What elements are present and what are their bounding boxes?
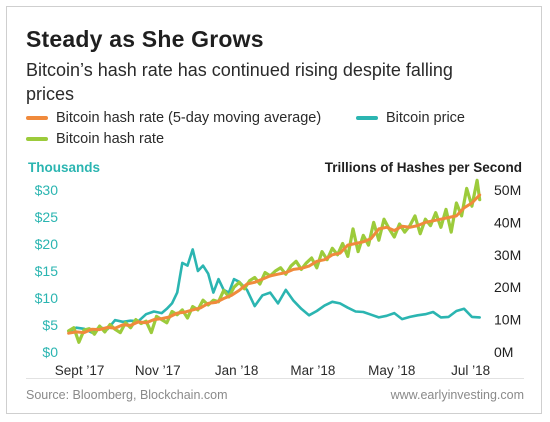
left-axis-tick-label: $10 [35,290,59,306]
right-axis-title: Trillions of Hashes per Second [324,160,522,175]
legend-label-price: Bitcoin price [386,110,465,126]
x-axis-tick-label: Nov ’17 [135,363,181,378]
right-axis-tick-label: 50M [494,182,521,198]
left-axis-tick-label: $15 [35,263,59,279]
website-note: www.earlyinvesting.com [390,388,524,402]
x-axis-tick-label: May ’18 [368,363,415,378]
left-axis-tick-label: $5 [42,317,58,333]
left-axis-tick-label: $20 [35,236,59,252]
right-axis-tick-label: 30M [494,247,521,263]
right-axis-tick-label: 0M [494,344,513,360]
legend-label-hash-rate: Bitcoin hash rate [56,131,165,147]
legend-swatch-hash-rate [26,137,48,141]
legend-label-moving-average: Bitcoin hash rate (5-day moving average) [56,110,322,126]
x-axis-tick-label: Jan ’18 [215,363,259,378]
legend-item-moving-average: Bitcoin hash rate (5-day moving average) [26,110,321,126]
legend-swatch-price [356,116,378,120]
left-axis-tick-label: $0 [42,344,58,360]
right-axis-tick-label: 20M [494,279,521,295]
x-axis-tick-label: Sept ’17 [55,363,105,378]
left-axis-tick-label: $30 [35,182,59,198]
price-series-line [67,248,482,334]
left-axis-tick-label: $25 [35,209,59,225]
right-axis-tick-label: 10M [494,312,521,328]
moving-average-series-line [67,193,482,335]
chart-title: Steady as She Grows [26,26,264,52]
legend-item-price: Bitcoin price [356,110,465,126]
legend-swatch-moving-average [26,116,48,120]
source-note: Source: Bloomberg, Blockchain.com [26,388,228,402]
chart-card [6,6,542,414]
x-axis-tick-label: Mar ’18 [290,363,335,378]
right-axis-tick-label: 40M [494,214,521,230]
x-axis-tick-label: Jul ’18 [451,363,490,378]
chart-subtitle: Bitcoin’s hash rate has continued rising… [26,60,453,104]
left-axis-title: Thousands [28,160,101,175]
hash-rate-series-line [66,178,482,344]
legend-item-hash-rate: Bitcoin hash rate [26,131,164,147]
footer-divider [26,378,524,379]
